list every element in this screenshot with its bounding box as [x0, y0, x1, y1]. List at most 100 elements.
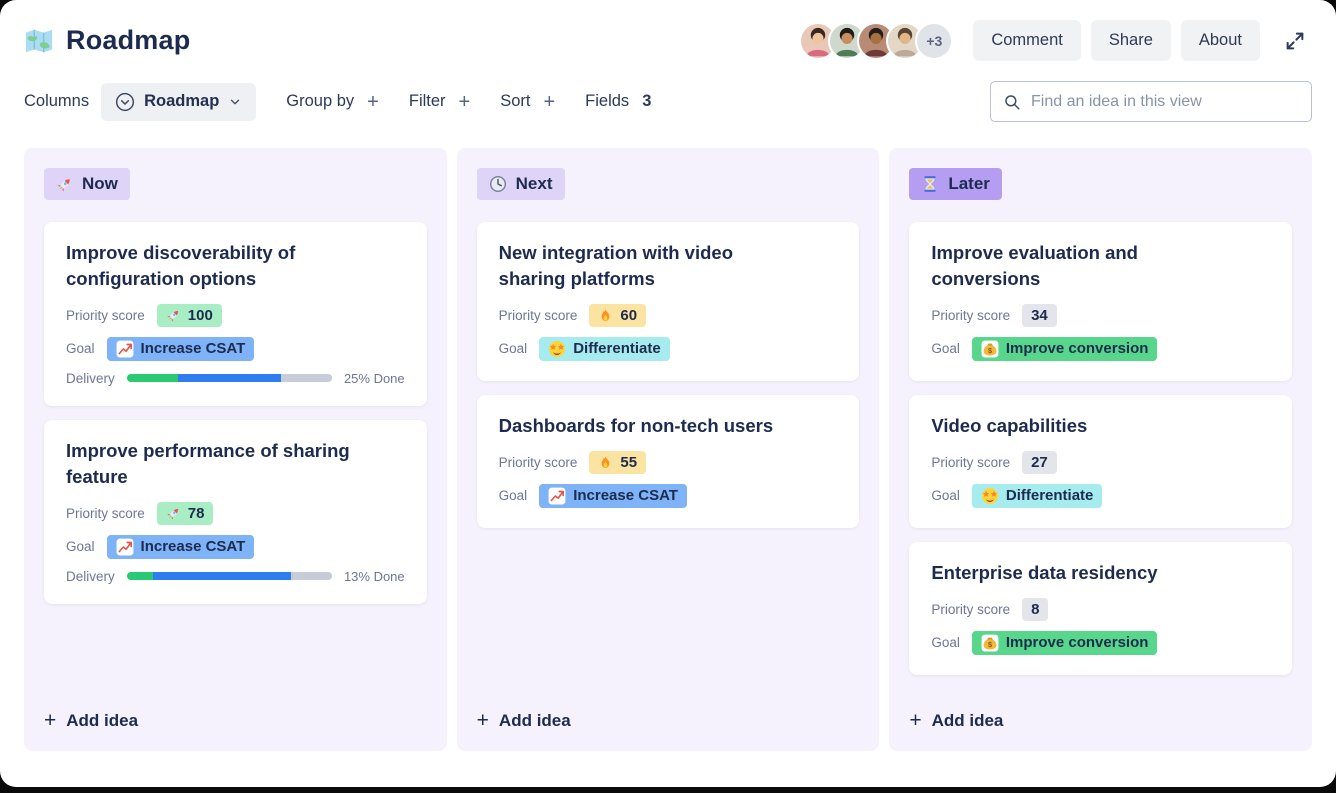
- add-idea-label: Add idea: [66, 710, 139, 730]
- add-idea-button[interactable]: + Add idea: [44, 710, 427, 731]
- plus-icon: +: [909, 709, 922, 732]
- chart-increasing-icon: [116, 340, 134, 358]
- goal-badge: Improve conversion: [971, 336, 1158, 361]
- idea-card[interactable]: Video capabilities Priority score 27 Goa…: [909, 394, 1292, 528]
- expand-button[interactable]: [1278, 24, 1312, 58]
- comment-button[interactable]: Comment: [973, 20, 1081, 61]
- goal-value: Improve conversion: [1005, 340, 1149, 358]
- idea-card[interactable]: Dashboards for non-tech users Priority s…: [476, 394, 860, 528]
- filter-add-button[interactable]: +: [458, 90, 471, 113]
- goal-row: Goal Differentiate: [498, 336, 838, 361]
- group-by-label: Group by: [286, 92, 355, 110]
- card-title: New integration with video sharing platf…: [498, 242, 734, 289]
- priority-row: Priority score 8: [931, 597, 1270, 621]
- goal-value: Increase CSAT: [140, 538, 246, 556]
- priority-score-value: 34: [1031, 306, 1048, 324]
- priority-score-label: Priority score: [931, 601, 1011, 617]
- delivery-row: Delivery 25% Done: [66, 371, 405, 386]
- columns-label: Columns: [24, 92, 90, 110]
- goal-value: Increase CSAT: [573, 487, 678, 505]
- chevron-down-icon: [228, 95, 242, 109]
- hourglass-icon: [921, 175, 939, 193]
- card-title: Improve performance of sharing feature: [66, 439, 350, 487]
- goal-label: Goal: [931, 635, 960, 651]
- goal-label: Goal: [498, 341, 528, 357]
- progress-segment-remaining: [290, 572, 332, 581]
- search-input[interactable]: [1031, 92, 1299, 111]
- search-box: [990, 81, 1312, 122]
- priority-row: Priority score 78: [66, 501, 405, 525]
- page-title: Roadmap: [66, 25, 191, 55]
- star-struck-icon: [981, 487, 999, 505]
- goal-label: Goal: [931, 488, 960, 504]
- add-idea-label: Add idea: [931, 710, 1004, 730]
- idea-card[interactable]: Improve discoverability of configuration…: [44, 222, 427, 406]
- idea-card[interactable]: New integration with video sharing platf…: [476, 222, 860, 381]
- about-button[interactable]: About: [1180, 20, 1260, 61]
- priority-score-badge: 8: [1022, 597, 1049, 621]
- rocket-icon: [166, 506, 181, 521]
- priority-score-label: Priority score: [931, 454, 1011, 470]
- fire-icon: [598, 308, 613, 323]
- fields-control[interactable]: Fields 3: [585, 92, 651, 111]
- delivery-row: Delivery 13% Done: [66, 569, 405, 584]
- priority-score-value: 27: [1031, 453, 1048, 471]
- priority-score-badge: 27: [1022, 450, 1057, 474]
- sort-control: Sort +: [500, 92, 555, 112]
- header-actions: +3 Comment Share About: [799, 20, 1312, 61]
- money-icon: [981, 340, 999, 358]
- card-title: Dashboards for non-tech users: [498, 414, 774, 436]
- progress-segment-active: [153, 572, 291, 581]
- filter-control: Filter +: [409, 92, 470, 112]
- goal-badge: Differentiate: [539, 336, 670, 361]
- column-later-label: Later: [948, 174, 990, 193]
- goal-label: Goal: [66, 539, 95, 555]
- circle-chevron-icon: [115, 92, 135, 112]
- idea-card[interactable]: Improve performance of sharing feature P…: [44, 419, 427, 604]
- goal-row: Goal Improve conversion: [931, 336, 1270, 361]
- group-by-add-button[interactable]: +: [367, 90, 379, 113]
- goal-label: Goal: [931, 341, 960, 357]
- chart-increasing-icon: [116, 538, 134, 556]
- add-idea-button[interactable]: + Add idea: [909, 710, 1292, 731]
- add-idea-button[interactable]: + Add idea: [477, 710, 860, 731]
- delivery-label: Delivery: [66, 370, 115, 386]
- avatar-overflow-badge[interactable]: +3: [915, 21, 954, 60]
- fields-count: 3: [642, 92, 652, 110]
- plus-icon: +: [44, 709, 57, 732]
- progress-segment-remaining: [280, 374, 332, 383]
- column-later: Later Improve evaluation and conversions…: [889, 148, 1312, 751]
- view-toolbar: Columns Roadmap Group by + Filter + Sort…: [0, 73, 1336, 140]
- priority-row: Priority score 60: [499, 303, 838, 327]
- priority-score-value: 8: [1031, 600, 1040, 618]
- column-now: Now Improve discoverability of configura…: [24, 148, 447, 751]
- priority-score-value: 55: [620, 453, 638, 471]
- view-selector-value: Roadmap: [144, 92, 220, 110]
- delivery-progress-bar: [126, 572, 332, 581]
- priority-score-badge: 100: [156, 303, 222, 327]
- clock-icon: [489, 175, 507, 193]
- app-header: Roadmap +3 Comment Share About: [0, 0, 1336, 73]
- board: Now Improve discoverability of configura…: [0, 140, 1336, 787]
- add-idea-label: Add idea: [498, 710, 571, 730]
- column-now-label: Now: [82, 174, 118, 193]
- goal-label: Goal: [66, 341, 95, 357]
- goal-badge: Increase CSAT: [106, 336, 255, 361]
- sort-label: Sort: [500, 92, 531, 110]
- star-struck-icon: [548, 340, 566, 358]
- progress-segment-done: [126, 374, 179, 383]
- share-button[interactable]: Share: [1090, 20, 1171, 61]
- priority-score-label: Priority score: [66, 307, 145, 323]
- idea-card[interactable]: Improve evaluation and conversions Prior…: [909, 222, 1292, 381]
- idea-card[interactable]: Enterprise data residency Priority score…: [909, 541, 1292, 675]
- goal-badge: Increase CSAT: [539, 483, 687, 508]
- goal-row: Goal Improve conversion: [931, 630, 1270, 655]
- priority-score-value: 100: [187, 306, 213, 324]
- priority-score-value: 78: [187, 504, 205, 522]
- sort-add-button[interactable]: +: [543, 90, 556, 113]
- delivery-label: Delivery: [66, 568, 115, 584]
- progress-segment-done: [126, 572, 154, 581]
- card-title: Improve evaluation and conversions: [931, 242, 1138, 289]
- goal-value: Differentiate: [573, 340, 661, 358]
- view-selector[interactable]: Roadmap: [101, 82, 257, 121]
